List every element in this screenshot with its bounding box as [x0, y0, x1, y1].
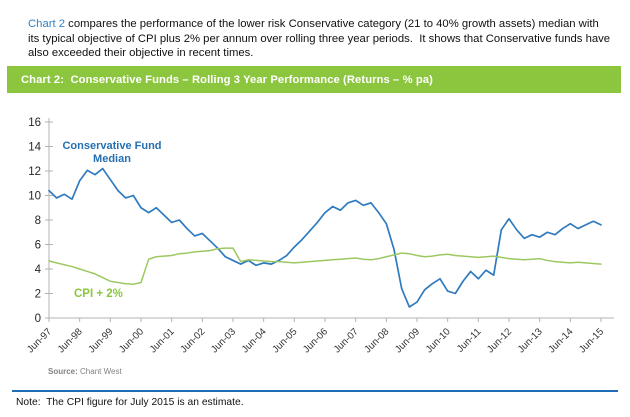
y-tick-label: 6 [35, 240, 41, 252]
y-tick-label: 0 [35, 313, 41, 325]
x-tick-label: Jun-03 [209, 326, 238, 355]
divider-rule [12, 390, 618, 392]
x-tick-label: Jun-07 [332, 326, 361, 355]
x-tick-label: Jun-99 [86, 326, 115, 355]
intro-paragraph: Chart 2 compares the performance of the … [28, 17, 612, 61]
x-tick-label: Jun-08 [362, 326, 391, 355]
note-line: Note: The CPI figure for July 2015 is an… [16, 397, 244, 408]
x-tick-label: Jun-09 [393, 326, 422, 355]
source-line: Source: Chant West [48, 367, 122, 376]
x-tick-label: Jun-13 [516, 326, 545, 355]
line-cpi-plus-2 [48, 247, 602, 286]
y-tick-label: 12 [28, 166, 41, 178]
source-text: Chant West [77, 367, 122, 376]
x-tick-label: Jun-00 [117, 326, 146, 355]
x-tick-label: Jun-04 [240, 326, 269, 355]
chart-title-banner: Chart 2: Conservative Funds – Rolling 3 … [7, 66, 621, 93]
x-tick-label: Jun-10 [424, 326, 453, 355]
x-tick-label: Jun-12 [485, 326, 514, 355]
series-label-conservative-fund-median: Conservative Fund Median [62, 140, 162, 165]
y-tick-label: 8 [35, 215, 41, 227]
x-tick-label: Jun-14 [546, 326, 575, 355]
source-label: Source: [48, 367, 78, 376]
line-conservative-fund-median [48, 167, 602, 308]
y-tick-label: 4 [35, 264, 42, 276]
x-tick-label: Jun-11 [455, 326, 483, 354]
x-tick-label: Jun-98 [56, 326, 85, 355]
y-tick-label: 14 [28, 142, 41, 154]
y-tick-label: 2 [35, 289, 41, 301]
x-tick-label: Jun-05 [270, 326, 299, 355]
chart-reference-link: Chart 2 [28, 18, 66, 31]
x-tick-label: Jun-15 [577, 326, 606, 355]
y-tick-label: 10 [28, 191, 41, 203]
intro-text: compares the performance of the lower ri… [28, 18, 614, 60]
x-tick-label: Jun-02 [178, 326, 207, 355]
chart-title: Chart 2: Conservative Funds – Rolling 3 … [21, 73, 433, 86]
x-tick-label: Jun-01 [148, 326, 177, 355]
x-tick-label: Jun-06 [301, 326, 330, 355]
series-label-cpi-plus-2: CPI + 2% [74, 288, 123, 300]
x-tick-label: Jun-97 [25, 326, 54, 355]
y-tick-label: 16 [28, 117, 41, 129]
